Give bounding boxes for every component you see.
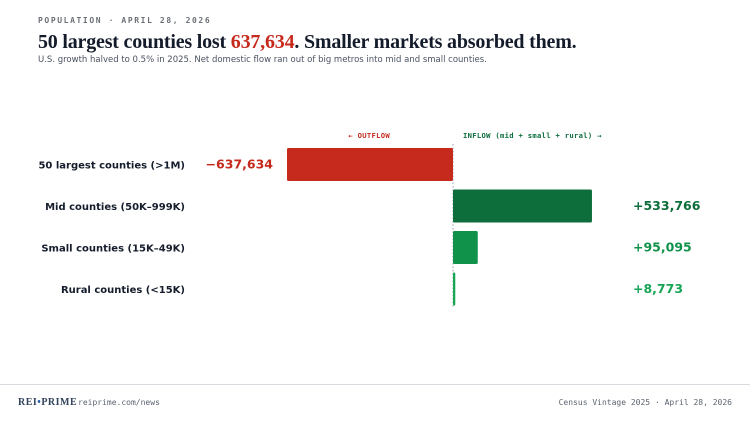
outflow-label: ← OUTFLOW <box>348 131 390 140</box>
value-label-3: +8,773 <box>633 281 683 296</box>
source-note: Census Vintage 2025 · April 28, 2026 <box>558 398 732 407</box>
bar-2 <box>453 231 478 264</box>
brand-logo[interactable]: REI•PRIME <box>18 397 77 408</box>
bar-0 <box>287 148 453 181</box>
headline-accent: 637,634 <box>230 31 295 53</box>
headline-post: . Smaller markets absorbed them. <box>294 31 577 53</box>
bar-3 <box>453 272 456 306</box>
inflow-label: INFLOW (mid + small + rural) → <box>463 131 602 140</box>
category-label-3: Rural counties (<15K) <box>61 285 185 296</box>
headline: 50 largest counties lost 637,634. Smalle… <box>38 31 577 54</box>
category-label-1: Mid counties (50K–999K) <box>45 202 185 213</box>
value-label-1: +533,766 <box>633 198 701 213</box>
category-label-2: Small counties (15K–49K) <box>41 244 185 255</box>
value-label-0: −637,634 <box>206 157 274 172</box>
category-label-0: 50 largest counties (>1M) <box>38 161 185 172</box>
brand-dot: • <box>37 397 42 408</box>
brand-right: PRIME <box>41 397 78 408</box>
headline-pre: 50 largest counties lost <box>38 31 231 53</box>
diverging-bar-chart: ← OUTFLOW INFLOW (mid + small + rural) → 5… <box>38 131 701 308</box>
site-link[interactable]: reiprime.com/news <box>78 398 160 407</box>
kicker: POPULATION · APRIL 28, 2026 <box>38 16 212 25</box>
footer-divider <box>0 384 750 385</box>
subtitle: U.S. growth halved to 0.5% in 2025. Net … <box>38 55 487 65</box>
bar-1 <box>453 189 592 223</box>
brand-left: REI <box>18 397 38 408</box>
value-label-2: +95,095 <box>633 240 692 255</box>
